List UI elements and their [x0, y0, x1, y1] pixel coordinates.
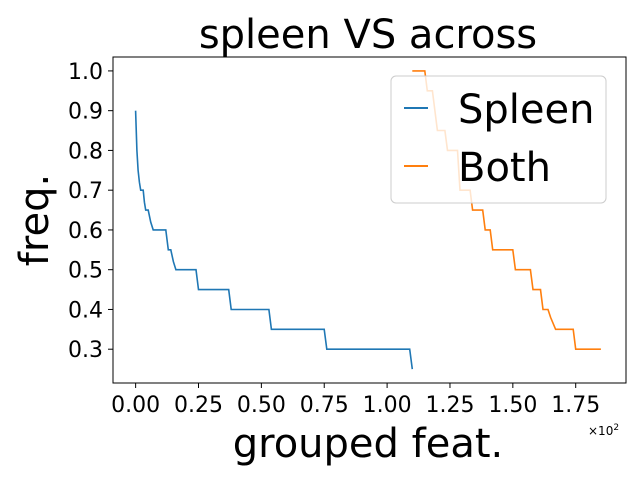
x-tick-label: 1.00 — [363, 393, 412, 418]
y-tick-label: 0.4 — [68, 298, 103, 323]
plot-frame — [112, 56, 627, 384]
y-tick-label: 0.7 — [68, 179, 103, 204]
x-axis-label: grouped feat. — [233, 421, 504, 467]
y-tick-label: 0.3 — [68, 338, 103, 363]
x-tick-label: 0.00 — [111, 393, 160, 418]
chart-title: spleen VS across — [199, 12, 537, 58]
x-tick-label: 0.50 — [237, 393, 286, 418]
y-tick-label: 0.8 — [68, 139, 103, 164]
x-ticks: 0.00 0.25 0.50 0.75 1.00 1.25 1.50 1.75 — [111, 383, 600, 418]
legend-label-spleen: Spleen — [458, 87, 594, 133]
x-tick-label: 1.50 — [488, 393, 537, 418]
x-tick-label: 1.75 — [551, 393, 600, 418]
y-tick-label: 0.5 — [68, 259, 103, 284]
series-line-spleen — [134, 110, 414, 370]
y-tick-label: 0.6 — [68, 219, 103, 244]
legend: Spleen Both — [390, 75, 607, 204]
y-tick-label: 0.9 — [68, 100, 103, 125]
x-tick-label: 1.25 — [425, 393, 474, 418]
x-tick-label: 0.25 — [174, 393, 223, 418]
legend-label-both: Both — [458, 145, 551, 191]
y-tick-label: 1.0 — [68, 60, 103, 85]
y-axis-label: freq. — [12, 174, 58, 266]
x-tick-label: 0.75 — [300, 393, 349, 418]
legend-box — [390, 75, 607, 204]
y-ticks: 0.3 0.4 0.5 0.6 0.7 0.8 0.9 1.0 — [68, 60, 113, 363]
x-axis-multiplier: ×102 — [588, 423, 619, 438]
